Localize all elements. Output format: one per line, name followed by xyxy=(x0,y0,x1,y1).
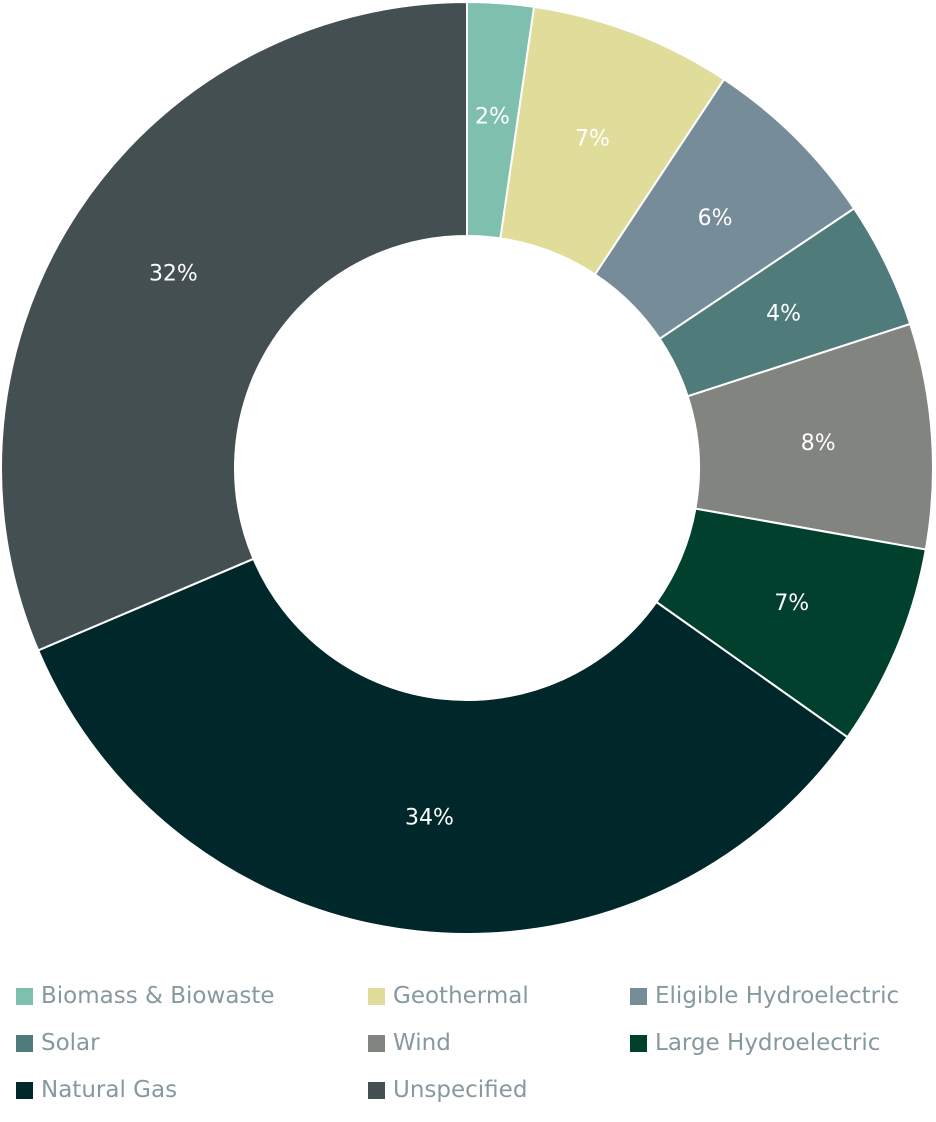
legend-swatch xyxy=(16,987,33,1005)
slice-label-wind: 8% xyxy=(801,431,836,456)
legend-swatch xyxy=(630,987,647,1005)
donut-chart: 2% 7% 6% 4% 8% 7% 34% 32% xyxy=(0,0,934,935)
slice-unspecified xyxy=(0,0,468,652)
legend-swatch xyxy=(368,1034,385,1052)
legend-label: Solar xyxy=(41,1030,100,1056)
legend-label: Natural Gas xyxy=(41,1077,178,1103)
slice-label-eligible-hydroelectric: 6% xyxy=(698,206,733,231)
legend-swatch xyxy=(368,987,385,1005)
legend-label: Biomass & Biowaste xyxy=(41,983,275,1009)
legend-label: Geothermal xyxy=(393,983,529,1009)
slice-label-solar: 4% xyxy=(766,302,801,327)
legend-item-wind: Wind xyxy=(368,1027,630,1059)
chart-legend: Biomass & Biowaste Geothermal Eligible Hyd… xyxy=(16,980,926,1106)
legend-item-large-hydroelectric: Large Hydroelectric xyxy=(630,1027,926,1059)
legend-item-natural-gas: Natural Gas xyxy=(16,1074,368,1106)
slice-label-large-hydroelectric: 7% xyxy=(774,591,809,616)
legend-item-eligible-hydroelectric: Eligible Hydroelectric xyxy=(630,980,926,1012)
donut-slices xyxy=(0,0,934,935)
legend-swatch xyxy=(368,1081,385,1099)
slice-label-natural-gas: 34% xyxy=(405,805,454,830)
legend-item-unspecified: Unspecified xyxy=(368,1074,630,1106)
legend-label: Wind xyxy=(393,1030,451,1056)
slice-label-biomass-and-biowaste: 2% xyxy=(475,104,510,129)
slice-natural-gas xyxy=(36,557,849,935)
legend-label: Unspecified xyxy=(393,1077,528,1103)
legend-swatch xyxy=(16,1081,33,1099)
legend-swatch xyxy=(16,1034,33,1052)
legend-swatch xyxy=(630,1034,647,1052)
legend-item-geothermal: Geothermal xyxy=(368,980,630,1012)
legend-item-biomass-and-biowaste: Biomass & Biowaste xyxy=(16,980,368,1012)
slice-label-unspecified: 32% xyxy=(149,261,198,286)
legend-label: Large Hydroelectric xyxy=(655,1030,881,1056)
legend-label: Eligible Hydroelectric xyxy=(655,983,900,1009)
slice-label-geothermal: 7% xyxy=(575,127,610,152)
slice-labels: 2% 7% 6% 4% 8% 7% 34% 32% xyxy=(149,104,836,830)
legend-item-solar: Solar xyxy=(16,1027,368,1059)
